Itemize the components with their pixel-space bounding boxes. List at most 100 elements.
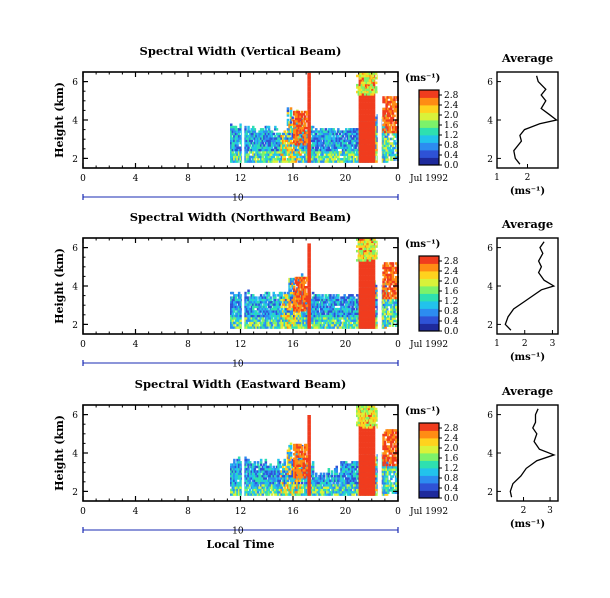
heatmap-cell — [266, 317, 269, 320]
heatmap-cell — [283, 291, 286, 295]
heatmap-cell — [333, 307, 337, 311]
heatmap-cell — [305, 151, 309, 154]
heatmap-cell — [294, 302, 298, 305]
colorbar-segment — [419, 108, 439, 111]
heatmap-cell — [247, 144, 250, 147]
heatmap-cell — [311, 137, 315, 140]
heatmap-cell — [388, 153, 392, 157]
heatmap-cell — [371, 72, 375, 75]
high-width-band — [372, 291, 376, 295]
high-width-band — [363, 312, 366, 315]
heatmap-cell — [264, 326, 268, 329]
heatmap-cell — [263, 151, 266, 154]
heatmap-cell — [346, 303, 350, 306]
high-width-band — [364, 100, 368, 103]
heatmap-cell — [289, 312, 293, 315]
heatmap-cell — [337, 314, 340, 318]
heatmap-cell — [327, 132, 331, 136]
heatmap-cell — [236, 321, 239, 325]
heatmap-cell — [253, 296, 257, 299]
heatmap-cell — [343, 158, 346, 161]
high-width-band — [363, 287, 366, 290]
heatmap-cell — [394, 324, 398, 327]
heatmap-cell — [266, 130, 269, 133]
heatmap-cell — [390, 116, 393, 120]
heatmap-cell — [247, 130, 250, 133]
heatmap-cell — [337, 310, 340, 313]
heatmap-cell — [383, 324, 387, 327]
heatmap-cell — [256, 158, 260, 161]
heatmap-cell — [234, 321, 238, 325]
heatmap-cell — [390, 276, 393, 279]
heatmap-cell — [264, 303, 268, 306]
heatmap-cell — [391, 278, 395, 281]
heatmap-cell — [294, 143, 298, 146]
high-width-band — [368, 284, 371, 288]
heatmap-cell — [266, 137, 269, 140]
heatmap-cell — [277, 294, 280, 297]
heatmap-cell — [230, 128, 233, 131]
high-width-band — [369, 153, 373, 156]
heatmap-cell — [316, 144, 320, 147]
high-width-column — [307, 77, 311, 80]
high-width-band — [361, 305, 365, 309]
heatmap-cell — [230, 481, 233, 485]
high-width-band — [361, 291, 365, 295]
high-width-band — [369, 326, 373, 329]
high-width-band — [368, 148, 371, 152]
heatmap-cell — [297, 131, 301, 134]
heatmap-cell — [297, 319, 301, 322]
heatmap-cell — [263, 298, 266, 302]
heatmap-cell — [327, 321, 331, 325]
heatmap-cell — [244, 125, 247, 129]
heatmap-cell — [330, 319, 334, 322]
heatmap-cell — [335, 148, 338, 152]
heatmap-cell — [368, 86, 372, 89]
high-width-band — [363, 107, 366, 110]
high-width-band — [361, 296, 365, 299]
heatmap-cell — [390, 112, 393, 115]
colorbar-segment — [419, 312, 439, 314]
heatmap-cell — [356, 141, 359, 145]
heatmap-cell — [393, 96, 396, 99]
heatmap-cell — [341, 303, 345, 306]
heatmap-cell — [338, 314, 342, 318]
heatmap-cell — [270, 324, 274, 327]
colorbar-segment — [419, 112, 439, 115]
heatmap-cell — [264, 305, 268, 309]
heatmap-cell — [360, 243, 364, 246]
high-width-band — [360, 130, 363, 133]
heatmap-cell — [383, 153, 387, 157]
heatmap-cell — [390, 156, 393, 159]
heatmap-cell — [352, 324, 356, 327]
heatmap-cell — [360, 254, 364, 257]
heatmap-cell — [285, 312, 288, 315]
heatmap-cell — [313, 307, 316, 311]
high-width-band — [358, 324, 362, 327]
high-width-band — [369, 105, 373, 108]
heatmap-cell — [305, 310, 309, 313]
heatmap-cell — [316, 314, 320, 318]
heatmap-cell — [252, 144, 255, 147]
heatmap-cell — [385, 289, 388, 293]
high-width-band — [364, 319, 368, 322]
heatmap-cell — [356, 324, 359, 327]
heatmap-cell — [230, 310, 233, 313]
colorbar-segment — [419, 323, 439, 326]
heatmap-cell — [289, 109, 293, 113]
heatmap-cell — [231, 303, 235, 306]
heatmap-cell — [330, 137, 334, 140]
heatmap-cell — [318, 148, 321, 152]
heatmap-cell — [272, 151, 275, 154]
heatmap-cell — [337, 317, 340, 320]
heatmap-cell — [255, 153, 258, 156]
heatmap-cell — [264, 148, 268, 152]
heatmap-cell — [278, 324, 282, 327]
heatmap-cell — [373, 252, 376, 255]
heatmap-cell — [385, 280, 388, 284]
high-width-band — [372, 289, 376, 292]
heatmap-cell — [382, 98, 385, 101]
heatmap-cell — [261, 314, 264, 318]
heatmap-cell — [391, 276, 395, 279]
heatmap-cell — [374, 90, 378, 94]
